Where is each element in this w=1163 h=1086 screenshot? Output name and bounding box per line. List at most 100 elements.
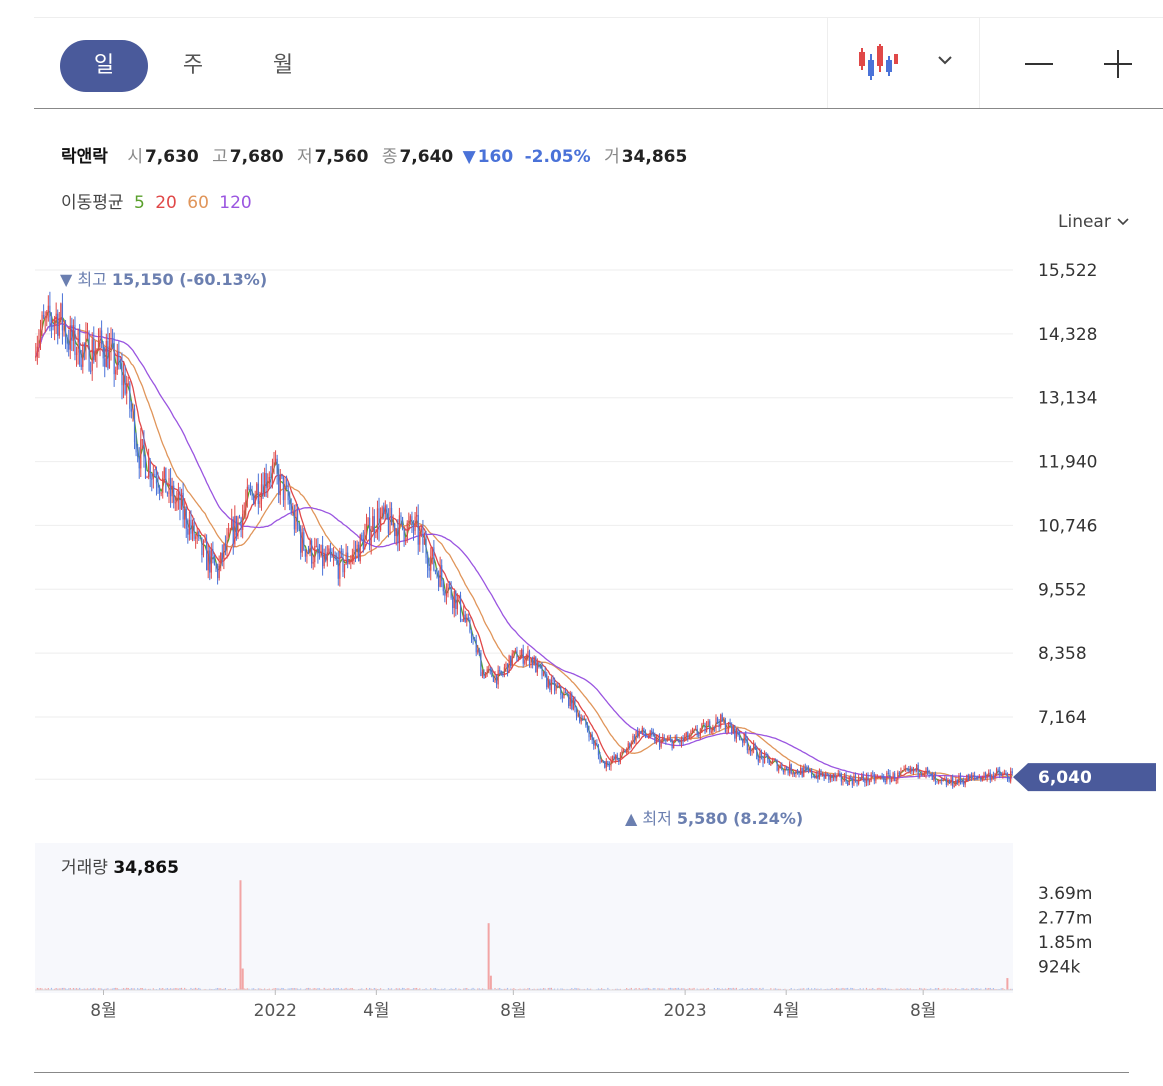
volume-bar	[434, 988, 437, 990]
candle-body	[121, 366, 123, 386]
chevron-down-icon	[1117, 218, 1129, 226]
volume-bar	[909, 988, 911, 990]
candle-body	[942, 779, 944, 781]
candle-body	[83, 344, 85, 347]
candle-body	[701, 723, 703, 730]
volume-bar	[143, 988, 145, 990]
volume-bar	[901, 988, 904, 990]
candle-body	[177, 492, 180, 499]
candle-body	[532, 658, 534, 666]
volume-bar	[831, 988, 833, 990]
volume-bar	[162, 988, 164, 990]
volume-bar	[126, 987, 128, 990]
candle-body	[135, 441, 137, 453]
plus-icon[interactable]	[1102, 48, 1134, 80]
volume-bar	[991, 988, 993, 990]
candlestick-icon[interactable]	[856, 42, 898, 82]
candle-body	[872, 773, 874, 775]
candle-body	[1002, 773, 1004, 776]
candle-body	[43, 314, 45, 319]
candle-body	[453, 591, 455, 609]
chevron-down-icon[interactable]	[934, 52, 956, 68]
tab-daily[interactable]: 일	[60, 40, 148, 92]
tab-monthly[interactable]: 월	[272, 53, 294, 78]
volume-bar	[278, 988, 280, 990]
candle-body	[956, 779, 958, 784]
candle-body	[80, 364, 82, 367]
candle-body	[604, 761, 606, 768]
volume-bar	[575, 988, 578, 990]
candle-body	[433, 547, 435, 571]
candle-body	[550, 679, 553, 691]
scale-selector[interactable]: Linear	[1058, 212, 1131, 232]
candle-body	[124, 374, 126, 394]
volume-bar	[274, 988, 277, 990]
candle-body	[825, 773, 827, 779]
volume-bar	[654, 988, 656, 990]
candle-body	[195, 536, 197, 539]
candle-body	[90, 370, 92, 372]
volume-bar	[847, 987, 849, 990]
candle-body	[516, 650, 518, 661]
volume-tick-label: 3.69m	[1038, 884, 1092, 904]
candle-body	[466, 617, 468, 623]
candle-body	[793, 773, 795, 775]
candle-body	[726, 729, 728, 732]
volume-bar	[276, 988, 278, 990]
candle-body	[423, 539, 426, 545]
volume-bar	[474, 988, 476, 990]
candle-body	[82, 344, 84, 367]
candle-body	[315, 545, 317, 547]
volume-bar	[828, 988, 830, 990]
volume-bar	[876, 988, 879, 990]
candle-body	[348, 562, 350, 564]
minus-icon[interactable]	[1023, 48, 1055, 80]
volume-bar	[365, 987, 368, 990]
candle-body	[68, 343, 70, 350]
volume-bar	[337, 987, 339, 990]
candle-body	[920, 773, 922, 775]
moving-average-legend: 이동평균 5 20 60 120	[61, 188, 252, 213]
candle-body	[870, 773, 872, 781]
candle-body	[713, 726, 716, 728]
candle-body	[322, 545, 324, 567]
candle-body	[831, 774, 833, 779]
volume-bar	[668, 987, 670, 990]
candle-body	[188, 519, 190, 535]
volume-bar	[406, 988, 408, 990]
volume-bar	[850, 987, 852, 990]
volume-bar	[963, 988, 965, 990]
candle-body	[876, 776, 879, 778]
volume-bar	[538, 988, 540, 990]
volume-bar	[648, 988, 650, 990]
volume-bar	[524, 988, 526, 990]
candle-body	[414, 516, 416, 531]
candle-body	[737, 728, 739, 735]
volume-bar	[966, 988, 968, 990]
candle-body	[173, 485, 175, 503]
volume-bar	[397, 988, 399, 990]
volume-bar	[334, 988, 336, 990]
volume-bar	[505, 988, 507, 990]
tab-weekly[interactable]: 주	[182, 53, 204, 78]
candle-body	[875, 777, 877, 781]
volume-bar	[332, 988, 335, 990]
volume-bar	[693, 987, 695, 990]
candle-body	[486, 669, 488, 673]
candle-body	[198, 531, 200, 538]
candle-body	[264, 472, 266, 497]
volume-bar	[685, 988, 687, 990]
candle-body	[941, 779, 943, 781]
candle-body	[234, 516, 236, 545]
candle-body	[91, 339, 93, 371]
candle-body	[185, 509, 187, 529]
candle-body	[400, 515, 402, 517]
candle-body	[367, 517, 369, 524]
volume-bar	[494, 987, 496, 990]
volume-bar	[859, 988, 861, 990]
candle-body	[469, 619, 471, 632]
volume-bar	[826, 988, 828, 990]
volume-bar	[972, 988, 974, 990]
candle-body	[958, 775, 960, 784]
